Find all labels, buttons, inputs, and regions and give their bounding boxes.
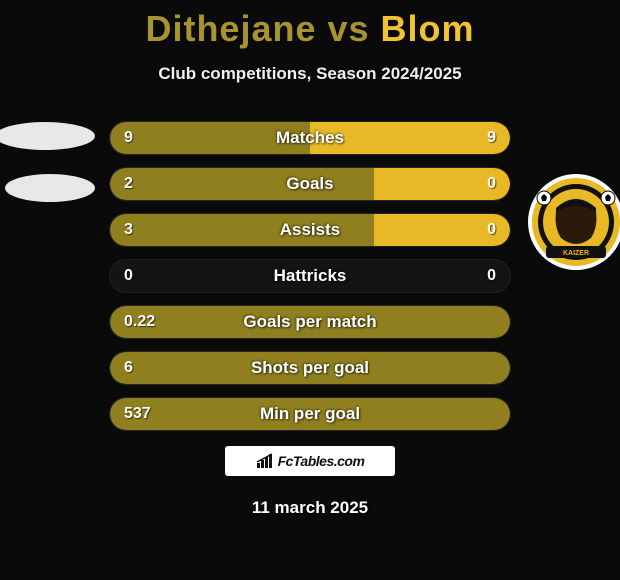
- stat-row: 20Goals: [110, 168, 510, 200]
- stat-row: 00Hattricks: [110, 260, 510, 292]
- stat-label: Assists: [110, 214, 510, 246]
- page-title: Dithejane vs Blom: [0, 0, 620, 50]
- stat-row: 537Min per goal: [110, 398, 510, 430]
- stat-label: Hattricks: [110, 260, 510, 292]
- stat-label: Min per goal: [110, 398, 510, 430]
- stat-row: 6Shots per goal: [110, 352, 510, 384]
- player2-club-logo: KAIZER: [526, 172, 620, 272]
- stat-row: 0.22Goals per match: [110, 306, 510, 338]
- fctables-logo[interactable]: FcTables.com: [225, 446, 395, 476]
- oval-icon: [0, 122, 95, 150]
- stat-label: Shots per goal: [110, 352, 510, 384]
- stat-label: Matches: [110, 122, 510, 154]
- brand-text: FcTables.com: [278, 453, 365, 469]
- stat-label: Goals: [110, 168, 510, 200]
- footer-date: 11 march 2025: [0, 498, 620, 518]
- stat-label: Goals per match: [110, 306, 510, 338]
- kaizer-chiefs-icon: KAIZER: [526, 172, 620, 272]
- player1-name: Dithejane: [145, 8, 316, 49]
- player1-club-logo: [0, 110, 100, 220]
- vs-text: vs: [317, 8, 381, 49]
- player2-name: Blom: [381, 8, 475, 49]
- oval-icon: [5, 174, 95, 202]
- chart-up-icon: [256, 453, 274, 469]
- stats-container: 99Matches 20Goals 30Assists 00Hattricks 0.22…: [110, 122, 510, 444]
- subtitle: Club competitions, Season 2024/2025: [0, 64, 620, 84]
- stat-row: 99Matches: [110, 122, 510, 154]
- stat-row: 30Assists: [110, 214, 510, 246]
- svg-text:KAIZER: KAIZER: [563, 250, 589, 257]
